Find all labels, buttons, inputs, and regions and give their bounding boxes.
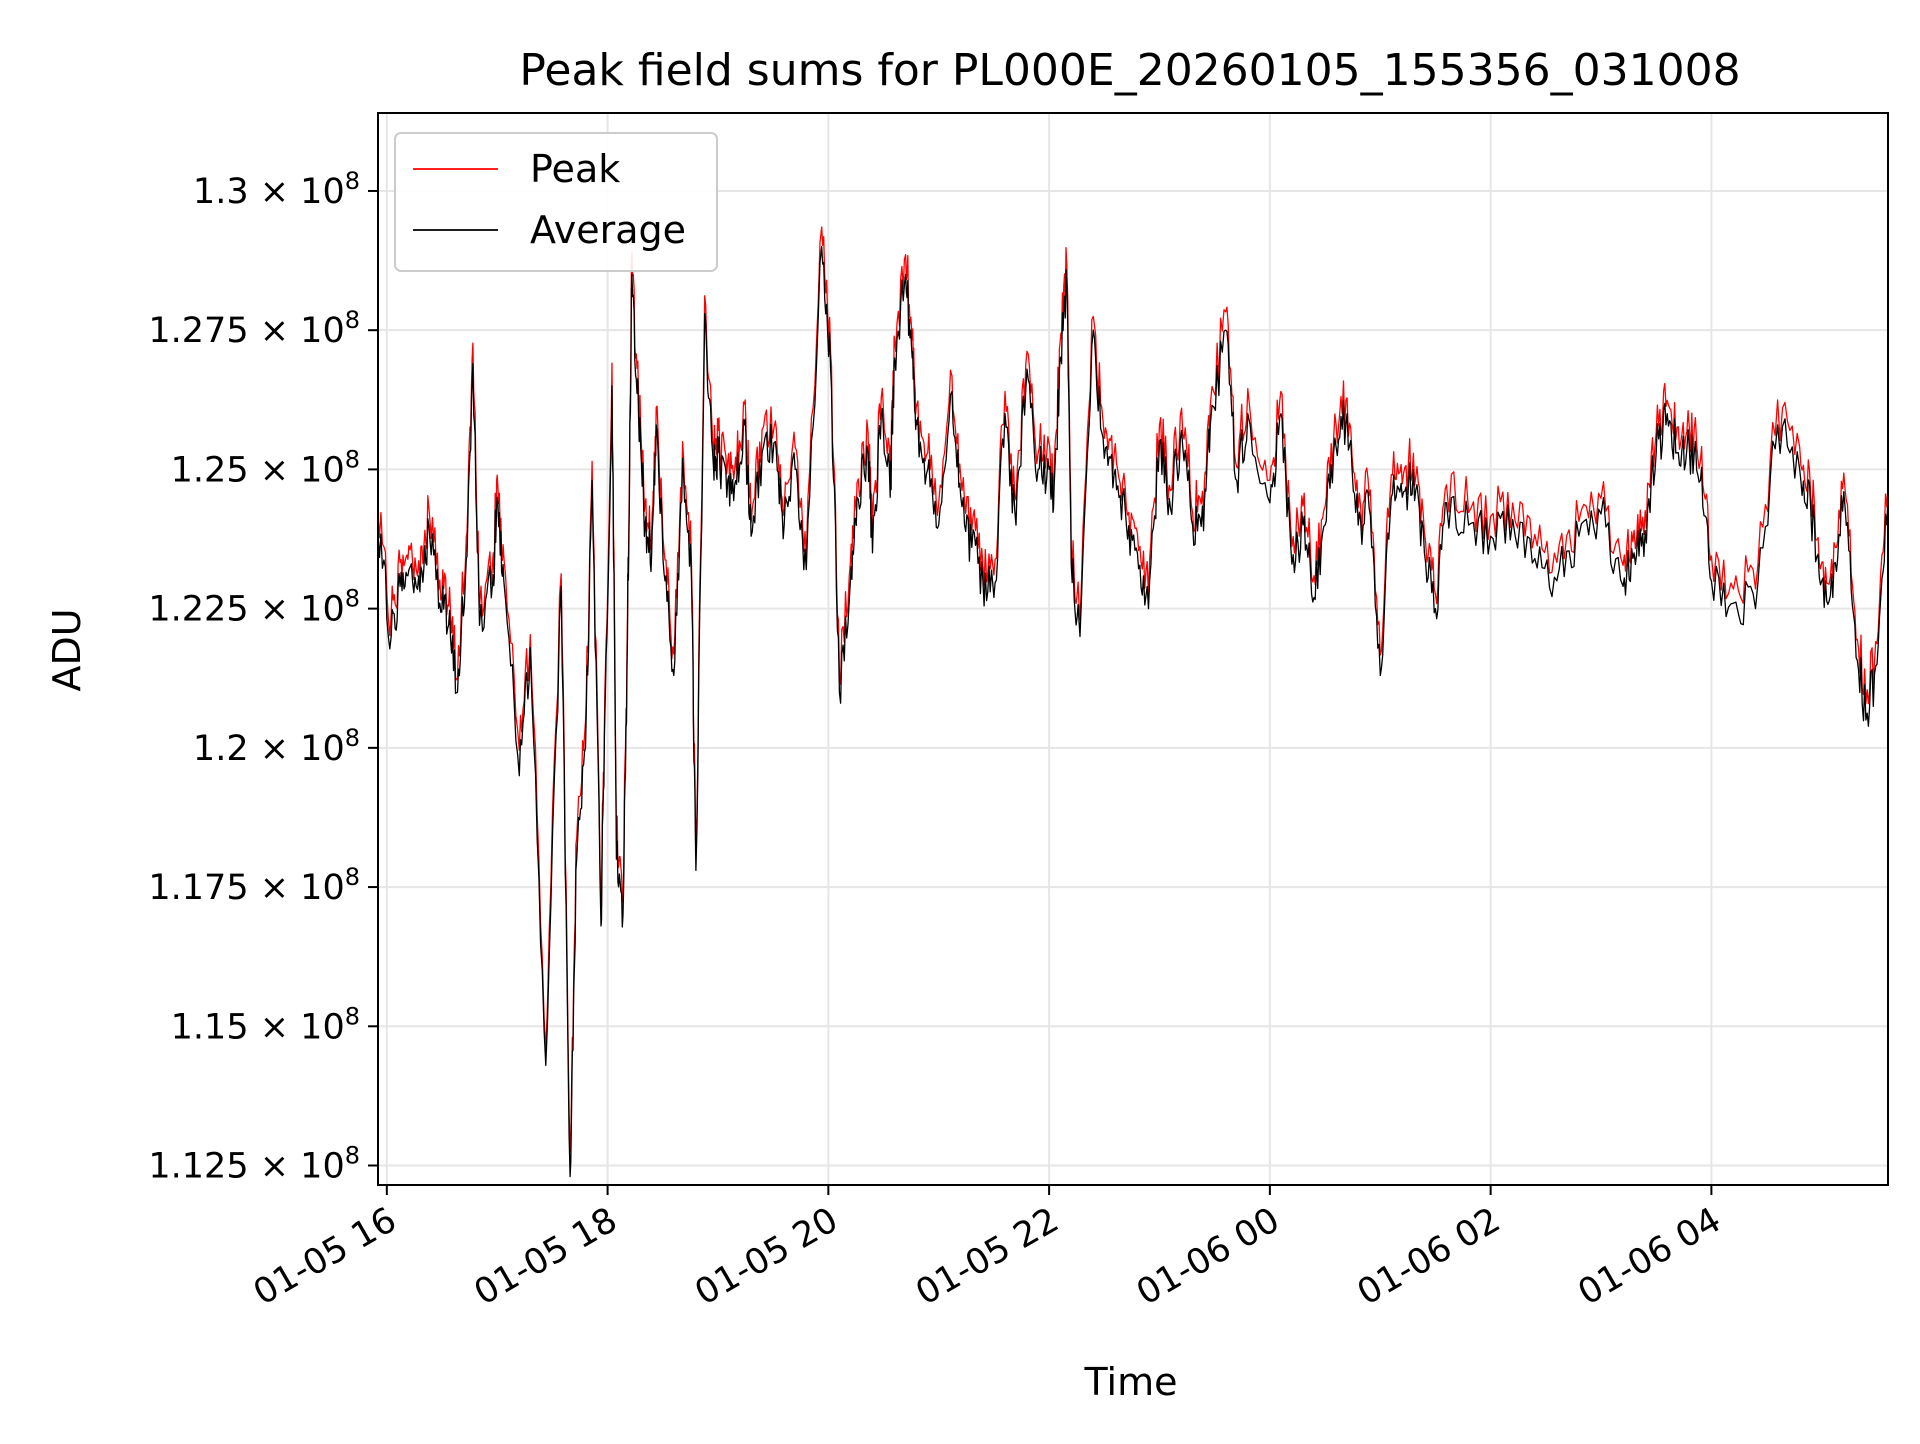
y-tick-base: × 10 bbox=[260, 311, 345, 351]
series-line-peak bbox=[377, 226, 1889, 1152]
plot-frame bbox=[377, 112, 1889, 1186]
y-tick-label: 1.25 × 108 bbox=[171, 445, 360, 490]
y-tick-mantissa: 1.15 bbox=[171, 1007, 260, 1047]
y-tick-exponent: 8 bbox=[345, 1142, 360, 1170]
y-tick-base: × 10 bbox=[260, 172, 345, 212]
legend-label-average: Average bbox=[530, 208, 686, 252]
legend: Peak Average bbox=[394, 132, 718, 272]
y-tick-exponent: 8 bbox=[345, 724, 360, 752]
y-tick-mantissa: 1.175 bbox=[148, 868, 259, 908]
y-tick-base: × 10 bbox=[260, 1007, 345, 1047]
y-tick-base: × 10 bbox=[260, 1147, 345, 1187]
grid bbox=[378, 113, 1888, 1185]
y-tick-base: × 10 bbox=[260, 729, 345, 769]
y-tick-exponent: 8 bbox=[345, 306, 360, 334]
y-tick-label: 1.2 × 108 bbox=[193, 724, 360, 769]
y-tick-exponent: 8 bbox=[345, 445, 360, 473]
y-axis-label: ADU bbox=[45, 608, 89, 691]
y-tick-mantissa: 1.3 bbox=[193, 172, 260, 212]
y-tick-base: × 10 bbox=[260, 868, 345, 908]
legend-box bbox=[394, 132, 718, 272]
y-tick-mantissa: 1.25 bbox=[171, 450, 260, 490]
series-layer bbox=[377, 226, 1889, 1178]
y-tick-label: 1.3 × 108 bbox=[193, 167, 360, 212]
y-tick-mantissa: 1.2 bbox=[193, 729, 260, 769]
y-tick-base: × 10 bbox=[260, 590, 345, 630]
y-tick-base: × 10 bbox=[260, 450, 345, 490]
series-line-average bbox=[377, 246, 1889, 1178]
x-axis-label: Time bbox=[1084, 1360, 1178, 1404]
y-tick-label: 1.175 × 108 bbox=[148, 863, 360, 908]
y-tick-label: 1.15 × 108 bbox=[171, 1002, 360, 1047]
y-tick-mantissa: 1.125 bbox=[148, 1147, 259, 1187]
y-tick-label: 1.125 × 108 bbox=[148, 1142, 360, 1187]
y-tick-exponent: 8 bbox=[345, 585, 360, 613]
y-tick-exponent: 8 bbox=[345, 167, 360, 195]
y-tick-mantissa: 1.225 bbox=[148, 590, 259, 630]
legend-label-peak: Peak bbox=[530, 147, 620, 191]
y-tick-label: 1.275 × 108 bbox=[148, 306, 360, 351]
y-tick-exponent: 8 bbox=[345, 1002, 360, 1030]
y-tick-label: 1.225 × 108 bbox=[148, 585, 360, 630]
chart-title: Peak field sums for PL000E_20260105_1553… bbox=[519, 45, 1740, 96]
y-tick-mantissa: 1.275 bbox=[148, 311, 259, 351]
y-tick-exponent: 8 bbox=[345, 863, 360, 891]
